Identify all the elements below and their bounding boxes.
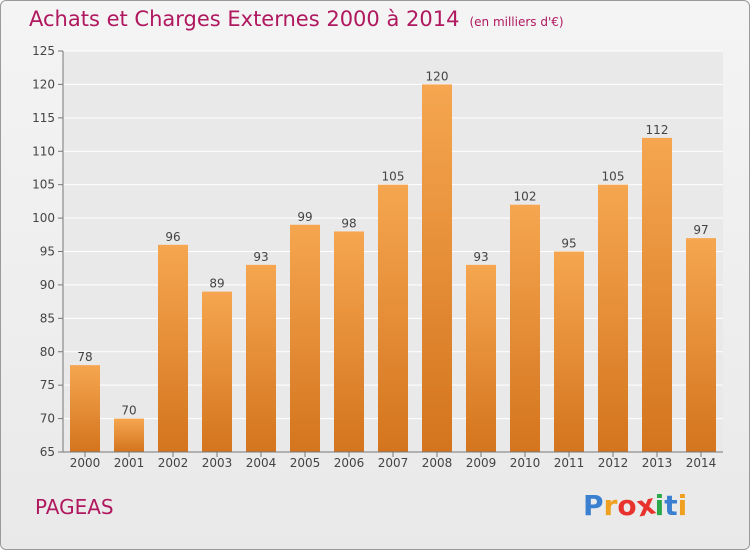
data-label: 105 bbox=[602, 170, 625, 184]
data-label: 93 bbox=[473, 250, 488, 264]
bar-2006 bbox=[334, 231, 364, 452]
y-tick-label: 80 bbox=[40, 345, 55, 359]
bar-2008 bbox=[422, 84, 452, 453]
proxiti-logo: Proxiti bbox=[583, 487, 688, 523]
data-label: 70 bbox=[121, 404, 136, 418]
y-tick-label: 105 bbox=[32, 178, 55, 192]
bar-2000 bbox=[70, 365, 100, 452]
x-tick-label: 2012 bbox=[598, 456, 629, 470]
logo-letter: o bbox=[617, 489, 637, 522]
y-tick-label: 100 bbox=[32, 211, 55, 225]
y-tick-label: 85 bbox=[40, 311, 55, 325]
data-label: 95 bbox=[561, 237, 576, 251]
data-label: 96 bbox=[165, 230, 180, 244]
chart-subtitle: (en milliers d'€) bbox=[469, 15, 564, 29]
y-tick-label: 115 bbox=[32, 111, 55, 125]
y-tick-label: 90 bbox=[40, 278, 55, 292]
bar-2009 bbox=[466, 264, 496, 452]
bar-2013 bbox=[642, 137, 672, 452]
data-label: 120 bbox=[426, 69, 449, 83]
x-tick-label: 2006 bbox=[334, 456, 365, 470]
data-label: 105 bbox=[382, 170, 405, 184]
logo-letter: i bbox=[654, 489, 665, 522]
chart-title: Achats et Charges Externes 2000 à 2014 (e… bbox=[29, 7, 564, 31]
logo-letter: t bbox=[664, 489, 678, 522]
logo-letter: i bbox=[677, 489, 688, 522]
logo-letter: r bbox=[603, 489, 618, 522]
x-tick-label: 2013 bbox=[642, 456, 673, 470]
x-tick-label: 2009 bbox=[466, 456, 497, 470]
x-tick-label: 2011 bbox=[554, 456, 585, 470]
y-tick-label: 110 bbox=[32, 144, 55, 158]
data-label: 78 bbox=[77, 350, 92, 364]
x-tick-label: 2001 bbox=[114, 456, 145, 470]
x-tick-label: 2014 bbox=[686, 456, 717, 470]
x-tick-label: 2003 bbox=[202, 456, 233, 470]
y-axis: 65 70 75 80 85 90 95 100 105 110 115 120 125 bbox=[32, 44, 64, 459]
data-label: 112 bbox=[646, 123, 669, 137]
x-tick-label: 2005 bbox=[290, 456, 321, 470]
x-axis: 2000 2001 2002 2003 2004 2005 2006 2007 2008 2009… bbox=[63, 451, 723, 470]
bar-2011 bbox=[554, 251, 584, 452]
data-label: 97 bbox=[693, 223, 708, 237]
y-tick-label: 75 bbox=[40, 378, 55, 392]
y-tick-label: 125 bbox=[32, 44, 55, 58]
bar-2012 bbox=[598, 184, 628, 452]
data-labels: 78 70 96 89 93 99 98 105 120 93 102 95 105 112 97 bbox=[77, 69, 708, 417]
x-tick-label: 2004 bbox=[246, 456, 277, 470]
bar-2004 bbox=[246, 264, 276, 452]
data-label: 93 bbox=[253, 250, 268, 264]
y-tick-label: 65 bbox=[40, 445, 55, 459]
bars bbox=[70, 84, 716, 453]
y-tick-label: 70 bbox=[40, 412, 55, 426]
logo-letter: P bbox=[583, 489, 604, 522]
bar-2014 bbox=[686, 238, 716, 452]
bar-2002 bbox=[158, 244, 188, 452]
bar-2010 bbox=[510, 204, 540, 452]
data-label: 98 bbox=[341, 216, 356, 230]
x-tick-label: 2010 bbox=[510, 456, 541, 470]
bar-2007 bbox=[378, 184, 408, 452]
x-tick-label: 2002 bbox=[158, 456, 189, 470]
bar-2003 bbox=[202, 291, 232, 452]
bar-2001 bbox=[114, 418, 144, 452]
data-label: 102 bbox=[514, 190, 537, 204]
chart-title-text: Achats et Charges Externes 2000 à 2014 bbox=[29, 7, 460, 31]
x-tick-label: 2000 bbox=[70, 456, 101, 470]
commune-name: PAGEAS bbox=[35, 495, 114, 519]
data-label: 89 bbox=[209, 277, 224, 291]
x-tick-label: 2007 bbox=[378, 456, 409, 470]
y-tick-label: 120 bbox=[32, 77, 55, 91]
x-tick-label: 2008 bbox=[422, 456, 453, 470]
data-label: 99 bbox=[297, 210, 312, 224]
y-tick-label: 95 bbox=[40, 245, 55, 259]
bar-2005 bbox=[290, 224, 320, 452]
